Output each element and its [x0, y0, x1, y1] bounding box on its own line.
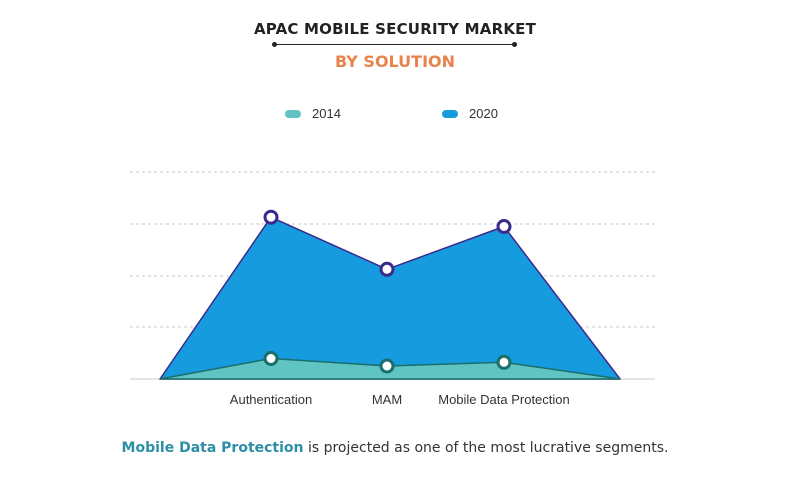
legend-label-2020: 2020: [469, 106, 498, 121]
chart-caption: Mobile Data Protection is projected as o…: [0, 440, 790, 456]
legend-item-2014: 2014: [285, 106, 341, 121]
chart-title: APAC MOBILE SECURITY MARKET: [253, 20, 537, 38]
x-tick-label-mam: MAM: [372, 392, 402, 407]
title-underline: [274, 44, 515, 45]
point-2014-mam: [379, 358, 395, 374]
caption-text: is projected as one of the most lucrativ…: [303, 440, 669, 456]
point-2014-mobile-data-protection: [496, 354, 512, 370]
legend-label-2014: 2014: [312, 106, 341, 121]
x-tick-label-mobile-data-protection: Mobile Data Protection: [438, 392, 570, 407]
point-2020-mobile-data-protection: [496, 219, 512, 234]
area-series-2020: [159, 216, 621, 380]
legend-item-2020: 2020: [442, 106, 498, 121]
legend-swatch-2014: [285, 109, 301, 118]
caption-highlight: Mobile Data Protection: [121, 440, 304, 456]
point-2014-authentication: [263, 351, 279, 366]
point-2020-mam: [379, 261, 395, 277]
legend-swatch-2020: [442, 109, 458, 118]
x-tick-label-authentication: Authentication: [230, 392, 312, 407]
point-2020-authentication: [263, 209, 279, 225]
chart-subtitle: BY SOLUTION: [334, 52, 456, 71]
title-underline-right-dot: [512, 42, 517, 47]
title-underline-left-dot: [272, 42, 277, 47]
